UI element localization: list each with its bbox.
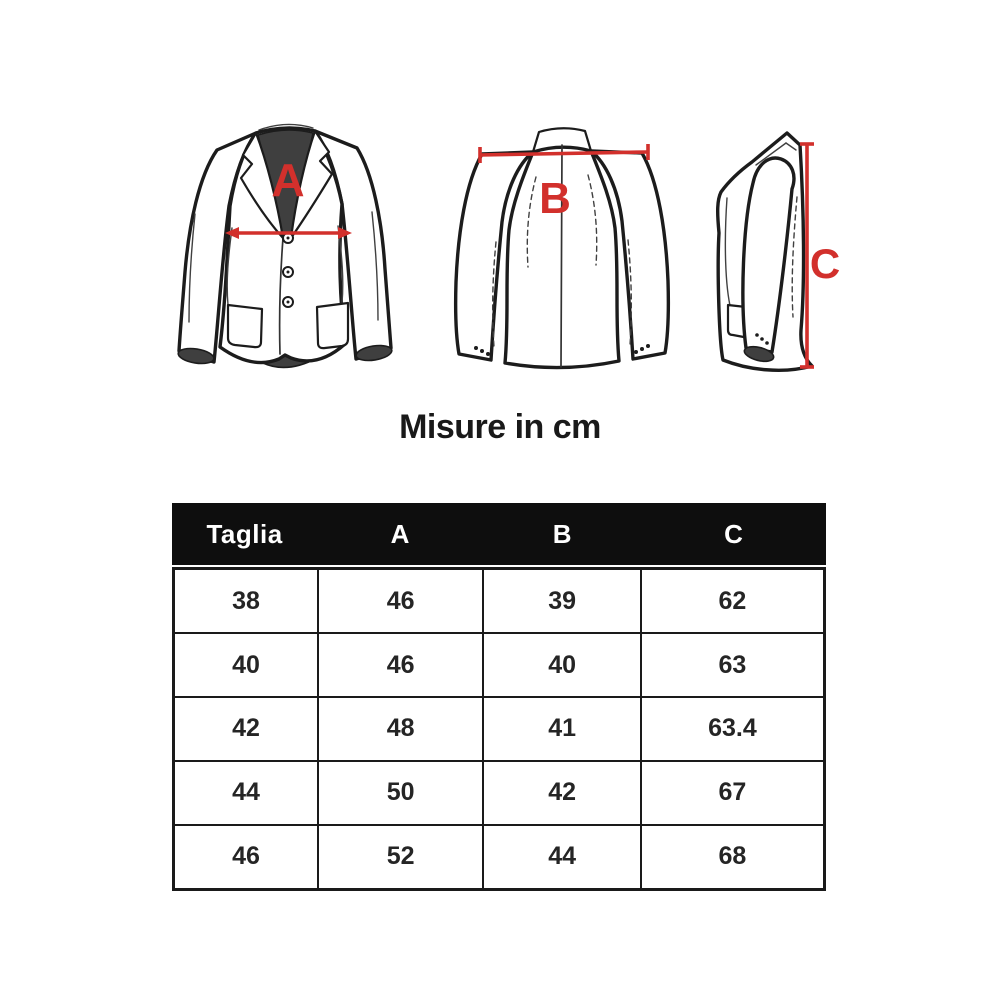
size-cell: 67 [639,759,826,826]
front-left-cuff [177,347,215,365]
size-cell: 39 [482,567,642,635]
jacket-front-lineart [177,123,393,369]
column-header-taglia: Taglia [206,518,283,549]
size-cell: 68 [639,823,826,891]
center-back-seam [560,144,563,368]
front-right-cuff [355,344,393,362]
shoulder-width-arrow [478,144,650,163]
size-cell: 62 [639,567,826,635]
size-cell: 38 [172,567,320,635]
size-table: 38 46 39 62 40 46 40 63 42 48 41 63.4 44… [172,567,826,891]
jacket-side-view-illustration: C [715,131,840,372]
size-cell: 48 [317,696,485,762]
jacket-side-lineart [715,131,814,372]
size-cell: 40 [172,632,320,699]
size-cell: 46 [172,823,320,891]
jacket-back-lineart [453,127,671,370]
front-pocket-right [315,301,350,350]
measure-label-c: C [810,240,840,287]
size-chart-title: Misure in cm [399,408,601,446]
size-row: 42 48 41 63.4 [172,696,826,762]
size-cell: 46 [317,567,485,635]
measure-label-a: A [271,154,304,206]
size-cell: 52 [317,823,485,891]
size-row: 46 52 44 68 [172,823,826,891]
column-header-b: B [552,518,573,549]
front-buttons [282,232,294,308]
back-cuff-buttons [474,344,650,356]
column-header-a: A [390,518,410,549]
jacket-back-view-illustration: B [453,127,671,370]
size-cell: 42 [172,696,320,762]
size-row: 40 46 40 63 [172,632,826,699]
size-cell: 46 [317,632,485,699]
chest-width-arrow [225,227,352,239]
side-cuff [743,345,775,363]
jacket-front-view-illustration: A [177,123,393,369]
measure-label-b: B [539,174,571,223]
size-cell: 40 [482,632,642,699]
size-cell: 44 [482,823,642,891]
size-table-header: Taglia A B C [172,503,826,565]
size-cell: 63.4 [639,696,826,762]
size-cell: 41 [482,696,642,762]
size-cell: 50 [317,759,485,826]
side-sleeve [741,156,796,354]
size-cell: 44 [172,759,320,826]
side-cuff-buttons [755,333,769,345]
column-header-c: C [724,518,744,549]
size-cell: 63 [639,632,826,699]
length-measure-line [800,142,814,369]
size-cell: 42 [482,759,642,826]
front-pocket-left [226,303,264,349]
size-row: 44 50 42 67 [172,759,826,826]
back-right-sleeve [589,149,671,361]
size-row: 38 46 39 62 [172,567,826,635]
